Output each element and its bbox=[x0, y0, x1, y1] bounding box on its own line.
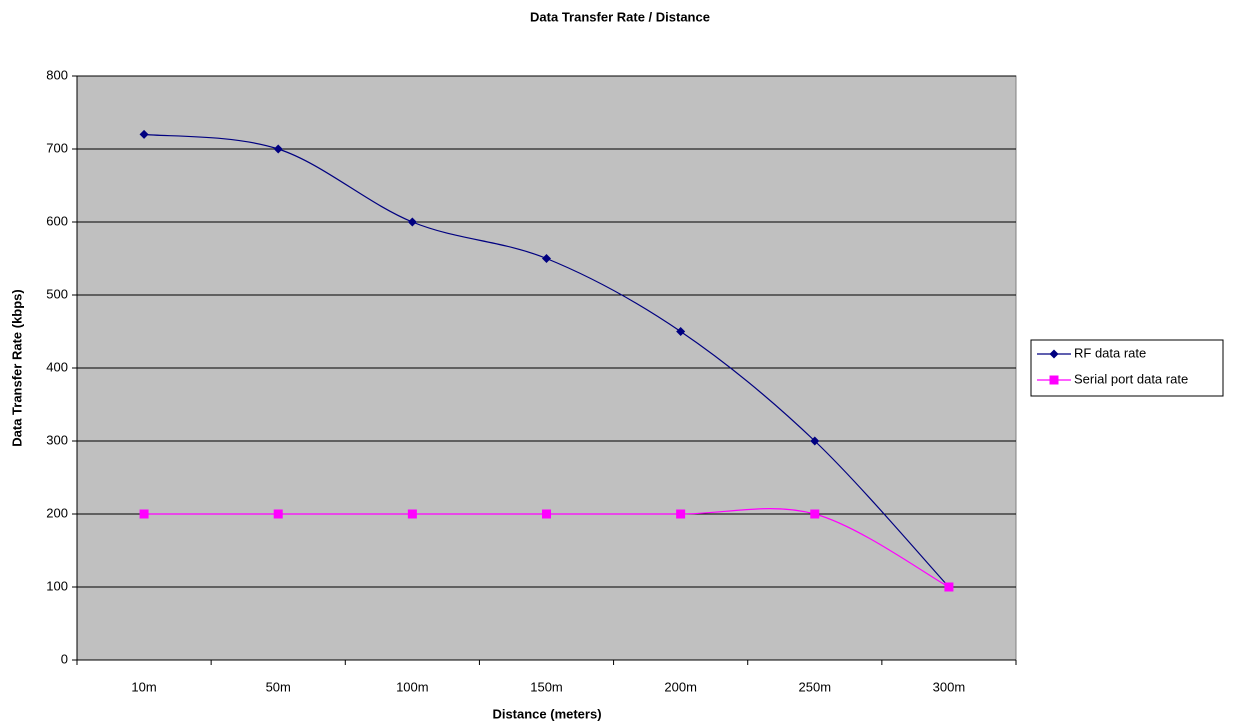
y-tick-label: 500 bbox=[46, 286, 68, 301]
y-tick-label: 800 bbox=[46, 67, 68, 82]
x-tick-label: 100m bbox=[396, 679, 429, 694]
data-point bbox=[273, 144, 283, 154]
data-point bbox=[407, 509, 417, 519]
data-point bbox=[407, 217, 417, 227]
data-point bbox=[676, 327, 686, 336]
x-tick-label: 250m bbox=[799, 679, 832, 694]
x-tick-label: 150m bbox=[530, 679, 563, 694]
legend-marker bbox=[1049, 349, 1059, 359]
legend-marker bbox=[1049, 375, 1059, 385]
data-point bbox=[810, 436, 820, 446]
data-point bbox=[273, 509, 283, 519]
legend-label: RF data rate bbox=[1074, 345, 1146, 360]
data-point bbox=[542, 509, 551, 519]
y-tick-label: 200 bbox=[46, 505, 68, 520]
y-tick-label: 700 bbox=[46, 140, 68, 155]
x-tick-label: 300m bbox=[933, 679, 966, 694]
x-tick-label: 10m bbox=[131, 679, 156, 694]
legend-label: Serial port data rate bbox=[1074, 371, 1188, 386]
data-point bbox=[139, 129, 149, 139]
y-tick-label: 400 bbox=[46, 359, 68, 374]
y-tick-label: 600 bbox=[46, 213, 68, 228]
data-point bbox=[139, 509, 149, 519]
data-point bbox=[542, 254, 551, 263]
data-point bbox=[944, 582, 954, 592]
legend bbox=[1030, 339, 1224, 397]
data-point bbox=[676, 509, 686, 519]
chart-title: Data Transfer Rate / Distance bbox=[530, 9, 710, 24]
y-axis-label: Data Transfer Rate (kbps) bbox=[9, 289, 24, 447]
y-tick-label: 0 bbox=[61, 651, 68, 666]
y-tick-label: 100 bbox=[46, 578, 68, 593]
x-axis-label: Distance (meters) bbox=[492, 706, 601, 721]
x-tick-label: 50m bbox=[266, 679, 291, 694]
data-point bbox=[810, 509, 820, 519]
x-tick-label: 200m bbox=[664, 679, 697, 694]
y-tick-label: 300 bbox=[46, 432, 68, 447]
